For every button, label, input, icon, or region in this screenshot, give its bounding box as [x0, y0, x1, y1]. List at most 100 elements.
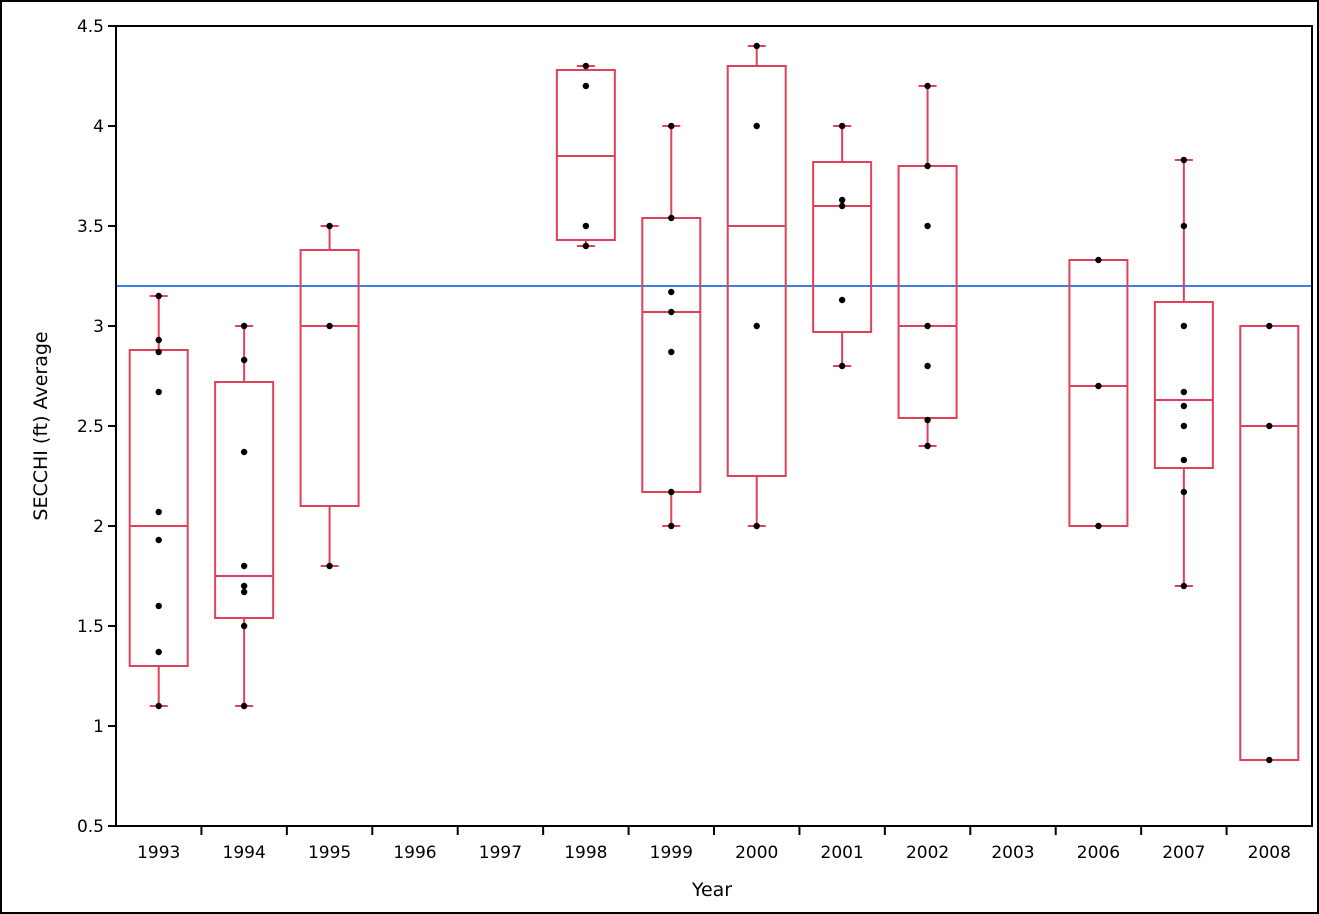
- box-iqr: [1068, 259, 1129, 527]
- box-2002: [897, 82, 958, 450]
- x-tick-label: 2000: [735, 843, 778, 863]
- data-point: [155, 388, 162, 396]
- box-1998: [555, 62, 616, 250]
- data-point: [668, 288, 675, 296]
- plot-frame: [115, 25, 1313, 827]
- data-point: [1180, 422, 1188, 430]
- data-point: [582, 242, 590, 250]
- data-point: [155, 292, 162, 300]
- data-point: [1095, 382, 1102, 390]
- data-point: [924, 362, 931, 370]
- x-tick-label: 2008: [1248, 843, 1291, 863]
- data-point: [753, 522, 760, 530]
- box-2000: [726, 42, 787, 530]
- data-point: [924, 442, 931, 450]
- data-point: [240, 562, 248, 570]
- data-point: [240, 582, 248, 590]
- data-point: [1180, 582, 1188, 590]
- x-tick-label: 2002: [906, 843, 949, 863]
- y-tick-label: 2: [93, 517, 104, 537]
- data-point: [240, 702, 248, 710]
- data-point: [326, 222, 333, 230]
- data-point: [838, 196, 846, 204]
- box-iqr: [128, 349, 189, 667]
- y-tick-label: 1.5: [77, 617, 104, 637]
- box-1995: [299, 222, 360, 570]
- data-point: [240, 448, 248, 456]
- y-tick-label: 2.5: [77, 417, 104, 437]
- data-point: [240, 322, 248, 330]
- x-tick-label: 1993: [137, 843, 180, 863]
- data-point: [155, 702, 162, 710]
- data-point: [924, 162, 931, 170]
- data-point: [838, 296, 846, 304]
- box-iqr: [812, 161, 873, 333]
- data-point: [668, 308, 675, 316]
- x-tick-label: 2007: [1162, 843, 1205, 863]
- data-point: [582, 82, 590, 90]
- box-iqr: [897, 165, 958, 419]
- data-point: [668, 122, 675, 130]
- data-point: [924, 82, 931, 90]
- data-point: [1266, 322, 1273, 330]
- box-iqr: [1239, 325, 1300, 761]
- data-point: [924, 322, 931, 330]
- box-iqr: [1153, 301, 1214, 469]
- data-point: [155, 508, 162, 516]
- box-1999: [641, 122, 702, 530]
- data-point: [1095, 256, 1102, 264]
- data-point: [1266, 756, 1273, 764]
- x-tick-label: 1994: [223, 843, 266, 863]
- data-point: [155, 336, 162, 344]
- data-point: [668, 214, 675, 222]
- box-2008: [1239, 322, 1300, 764]
- x-tick-label: 1996: [393, 843, 436, 863]
- data-point: [1180, 456, 1188, 464]
- x-tick-label: 1995: [308, 843, 351, 863]
- data-point: [1180, 222, 1188, 230]
- data-point: [838, 122, 846, 130]
- data-point: [1180, 322, 1188, 330]
- box-iqr: [214, 381, 275, 619]
- data-point: [838, 202, 846, 210]
- box-2001: [812, 122, 873, 370]
- data-point: [240, 356, 248, 364]
- y-tick-label: 1: [93, 717, 104, 737]
- y-axis-title: SECCHI (ft) Average: [30, 331, 52, 520]
- data-point: [326, 562, 333, 570]
- box-1994: [214, 322, 275, 710]
- x-tick-label: 1997: [479, 843, 522, 863]
- box-iqr: [726, 65, 787, 477]
- data-point: [838, 362, 846, 370]
- data-point: [155, 602, 162, 610]
- x-tick-label: 1999: [650, 843, 693, 863]
- x-tick-label: 1998: [564, 843, 607, 863]
- box-2006: [1068, 256, 1129, 530]
- data-point: [668, 522, 675, 530]
- data-point: [326, 322, 333, 330]
- data-point: [582, 62, 590, 70]
- box-2007: [1153, 156, 1214, 590]
- data-point: [1180, 156, 1188, 164]
- plot-area: [116, 42, 1312, 764]
- data-point: [155, 648, 162, 656]
- x-tick-label: 2003: [991, 843, 1034, 863]
- data-point: [1180, 388, 1188, 396]
- data-point: [155, 348, 162, 356]
- data-point: [753, 42, 760, 50]
- data-point: [924, 416, 931, 424]
- box-iqr: [299, 249, 360, 507]
- y-tick-label: 4: [93, 117, 104, 137]
- y-tick-label: 4.5: [77, 17, 104, 37]
- x-tick-label: 2006: [1077, 843, 1120, 863]
- y-tick-label: 3: [93, 317, 104, 337]
- y-tick-label: 3.5: [77, 217, 104, 237]
- data-point: [1266, 422, 1273, 430]
- data-point: [668, 348, 675, 356]
- data-point: [155, 536, 162, 544]
- data-point: [582, 222, 590, 230]
- y-tick-label: 0.5: [77, 817, 104, 837]
- data-point: [924, 222, 931, 230]
- data-point: [1180, 402, 1188, 410]
